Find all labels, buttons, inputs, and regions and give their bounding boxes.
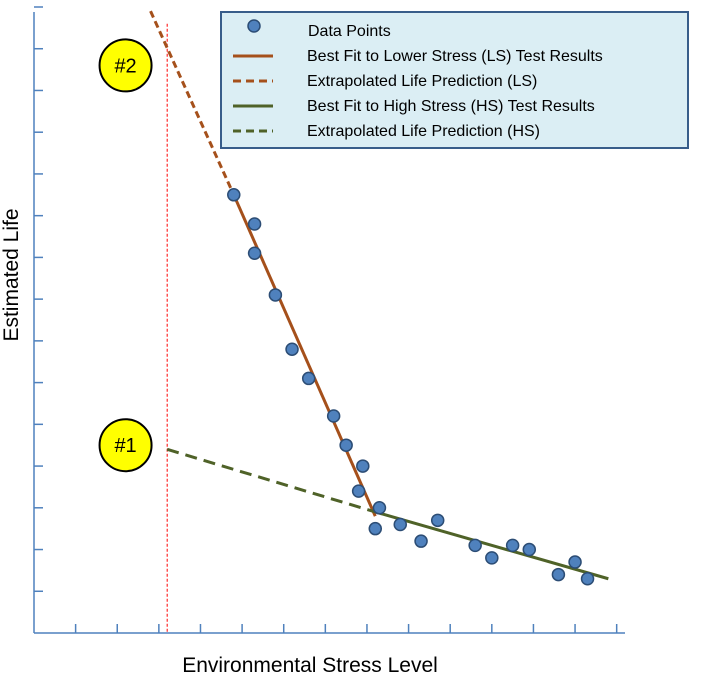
legend-item-1: Data Points — [247, 19, 391, 40]
legend-label: Data Points — [308, 23, 391, 40]
data-point — [485, 551, 499, 565]
data-point — [339, 438, 353, 452]
callout-circle — [98, 38, 153, 93]
data-point — [372, 501, 387, 515]
data-point — [393, 517, 408, 532]
data-point — [268, 288, 283, 302]
data-point — [326, 409, 341, 423]
callout-label: #2 — [114, 55, 136, 77]
data-point — [285, 342, 299, 356]
callout-circle — [98, 418, 153, 473]
data-points — [227, 188, 595, 586]
callout-2: #1 — [98, 418, 153, 473]
data-point — [505, 538, 520, 553]
data-point — [568, 555, 582, 569]
legend-items: Data Points Best Fit to Lower Stress (LS)… — [233, 19, 603, 140]
x-axis-title: Environmental Stress Level — [182, 654, 438, 677]
series-line-2 — [149, 10, 236, 196]
axes — [33, 6, 625, 634]
legend-item-3: Extrapolated Life Prediction (LS) — [233, 73, 537, 90]
legend-item-2: Best Fit to Lower Stress (LS) Test Resul… — [233, 48, 603, 65]
data-point — [522, 542, 537, 557]
data-point — [368, 521, 383, 536]
callout-1: #2 — [98, 38, 153, 93]
callouts: #2 #1 — [98, 38, 153, 473]
legend: Data Points Best Fit to Lower Stress (LS)… — [220, 11, 689, 149]
data-point — [356, 459, 370, 473]
data-point — [414, 534, 428, 548]
series-line-3 — [374, 510, 609, 581]
y-axis-ticks — [34, 6, 43, 593]
x-axis-ticks — [74, 624, 618, 633]
data-point — [468, 538, 482, 553]
legend-label: Extrapolated Life Prediction (HS) — [307, 123, 540, 140]
y-axis-title: Estimated Life — [0, 208, 23, 341]
data-point — [247, 217, 262, 231]
data-point — [551, 567, 566, 582]
data-point — [227, 188, 241, 202]
data-point — [301, 371, 316, 386]
series-line-1 — [232, 194, 377, 517]
legend-label: Best Fit to High Stress (HS) Test Result… — [307, 98, 595, 115]
legend-marker — [247, 19, 261, 33]
data-point — [580, 571, 595, 586]
callout-label: #1 — [114, 435, 136, 457]
legend-item-4: Best Fit to High Stress (HS) Test Result… — [233, 98, 595, 115]
series-line-4 — [166, 447, 376, 514]
data-point — [247, 246, 262, 260]
data-point — [430, 513, 445, 528]
data-point — [351, 484, 366, 498]
legend-label: Best Fit to Lower Stress (LS) Test Resul… — [307, 48, 603, 65]
legend-item-5: Extrapolated Life Prediction (HS) — [233, 123, 540, 140]
legend-label: Extrapolated Life Prediction (LS) — [307, 73, 537, 90]
legend-box — [220, 11, 689, 149]
